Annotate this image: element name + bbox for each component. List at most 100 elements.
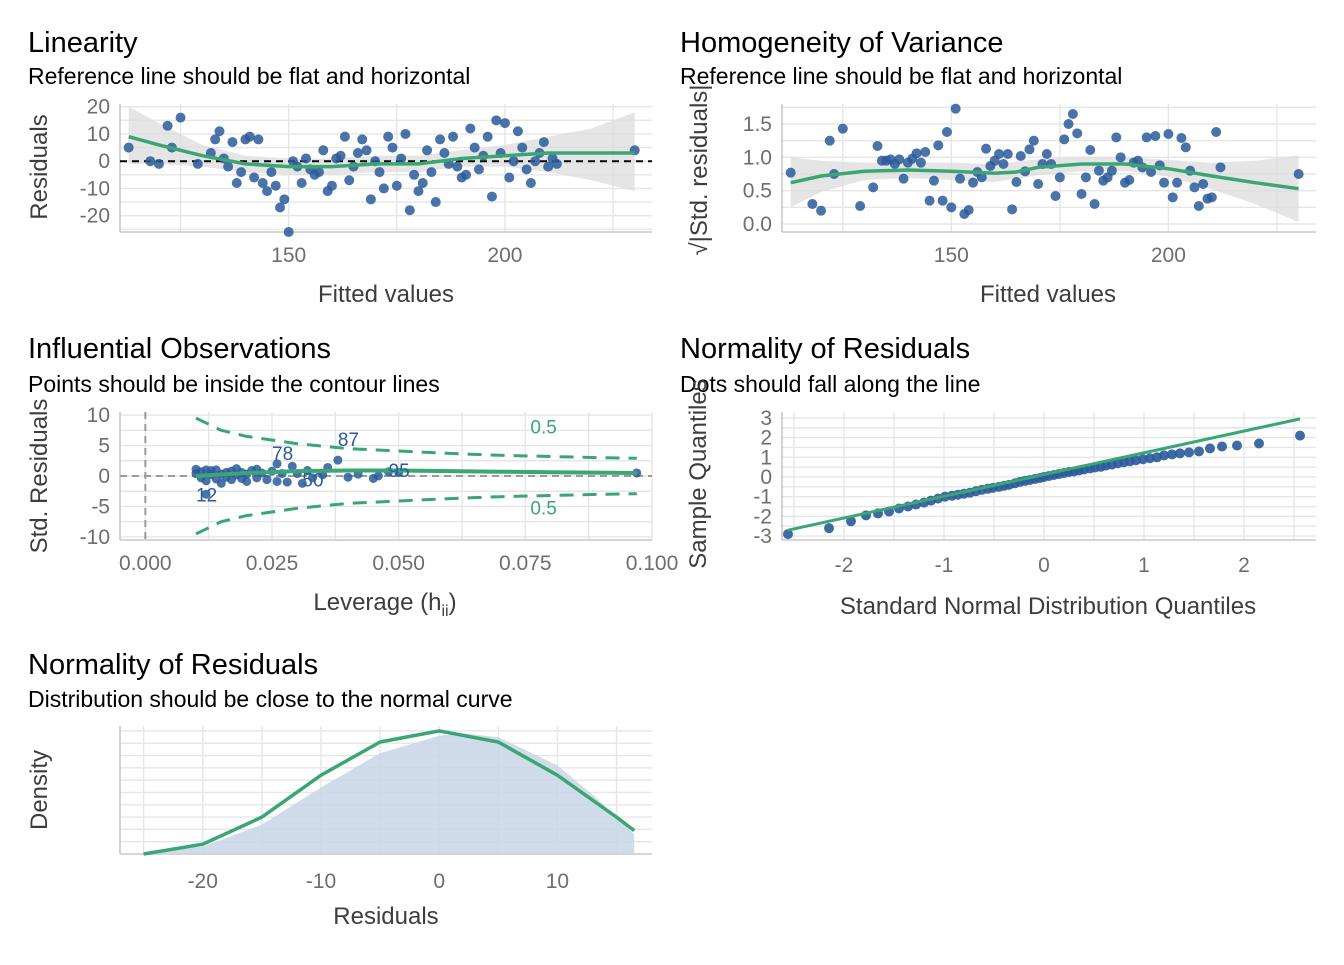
data-point — [1076, 189, 1087, 199]
data-point — [486, 191, 497, 202]
data-point — [318, 145, 329, 156]
x-tick-label: 0 — [433, 870, 445, 893]
y-tick-label: 0.0 — [743, 213, 772, 236]
data-point — [1115, 152, 1126, 163]
homogeneity-y-axis-label: √|Std. residuals| — [686, 84, 713, 255]
qq-y-axis-label: Sample Quantiles — [685, 379, 712, 568]
x-tick-label: 0.050 — [372, 552, 425, 575]
linearity-x-axis-label: Fitted values — [318, 281, 454, 308]
data-point — [374, 167, 385, 178]
data-point — [1206, 192, 1217, 203]
data-point — [1150, 131, 1161, 141]
data-point — [868, 182, 879, 193]
data-point — [963, 205, 974, 215]
data-point — [308, 473, 318, 483]
data-point — [1293, 169, 1304, 179]
data-point — [1175, 448, 1185, 459]
x-tick-label: -1 — [935, 554, 954, 577]
x-tick-label: 0.000 — [119, 552, 172, 575]
data-point — [162, 120, 173, 131]
data-point — [282, 477, 292, 487]
data-point — [783, 529, 793, 540]
data-point — [227, 137, 238, 148]
y-tick-label: 0 — [98, 150, 110, 173]
data-point — [1232, 440, 1242, 451]
observation-label: 50 — [302, 470, 323, 491]
data-point — [333, 455, 343, 465]
data-point — [1295, 430, 1305, 441]
data-point — [409, 169, 420, 180]
data-point — [373, 471, 383, 481]
data-point — [249, 172, 260, 183]
data-point — [1072, 128, 1083, 139]
data-point — [1080, 172, 1091, 183]
data-point — [1211, 127, 1222, 137]
data-point — [1217, 441, 1227, 452]
contour-label: 0.5 — [530, 417, 556, 438]
data-point — [1184, 447, 1194, 458]
data-point — [855, 201, 866, 211]
data-point — [262, 186, 273, 197]
influential-x-label-main: Leverage (h — [313, 589, 441, 616]
data-point — [1167, 449, 1177, 460]
data-point — [335, 150, 346, 161]
data-point — [272, 476, 282, 486]
data-point — [465, 123, 476, 134]
y-tick-label: 10 — [87, 123, 110, 146]
data-point — [1198, 179, 1209, 189]
influential-title: Influential Observations — [28, 333, 331, 365]
data-point — [508, 156, 519, 167]
observation-label: 12 — [196, 486, 217, 507]
linearity-title: Linearity — [28, 27, 138, 59]
data-point — [872, 141, 883, 151]
data-point — [941, 127, 952, 137]
data-point — [950, 103, 961, 114]
data-point — [933, 140, 944, 151]
data-point — [378, 183, 389, 194]
data-point — [1141, 132, 1152, 143]
density-plot-area: -20 -10 0 10 — [119, 726, 652, 893]
data-point — [357, 134, 368, 145]
influential-x-axis-label: Leverage (hii) — [313, 589, 456, 620]
data-point — [123, 142, 134, 153]
x-tick-label: 1 — [1138, 554, 1150, 577]
data-point — [499, 118, 510, 129]
data-point — [300, 153, 311, 164]
data-point — [512, 126, 523, 137]
data-point — [1124, 175, 1135, 185]
y-tick-label: -1 — [753, 486, 772, 509]
data-point — [898, 173, 909, 184]
data-point — [1024, 144, 1035, 155]
data-point — [924, 195, 935, 206]
data-point — [272, 459, 282, 469]
y-tick-label: -2 — [753, 505, 772, 528]
x-tick-label: 0.100 — [626, 552, 679, 575]
y-tick-label: 0 — [98, 465, 110, 488]
y-tick-label: -10 — [80, 177, 110, 200]
x-tick-label: 0.075 — [499, 552, 552, 575]
x-tick-label: 10 — [546, 870, 569, 893]
data-point — [283, 227, 294, 237]
influential-subtitle: Points should be inside the contour line… — [28, 371, 440, 397]
y-tick-label: -20 — [80, 205, 110, 228]
homogeneity-panel: Homogeneity of Variance Reference line s… — [680, 27, 1316, 308]
linearity-panel: Linearity Reference line should be flat … — [26, 27, 652, 308]
y-tick-label: 20 — [87, 96, 110, 119]
data-point — [1089, 199, 1100, 209]
cook-contour-lower — [195, 492, 637, 536]
data-point — [473, 164, 484, 175]
data-point — [543, 161, 554, 172]
y-tick-label: 2 — [760, 427, 772, 450]
data-point — [439, 148, 450, 159]
y-tick-label: -5 — [91, 495, 110, 518]
data-point — [287, 461, 297, 471]
qq-reference-line — [787, 417, 1301, 532]
influential-plot-area: 0.000 0.025 0.050 0.075 0.1001050-5-10788750… — [80, 404, 679, 575]
data-point — [430, 197, 441, 208]
x-tick-label: -10 — [306, 870, 336, 893]
data-point — [837, 123, 848, 134]
data-point — [313, 167, 324, 178]
data-point — [968, 177, 979, 188]
observation-label: 78 — [272, 444, 293, 465]
